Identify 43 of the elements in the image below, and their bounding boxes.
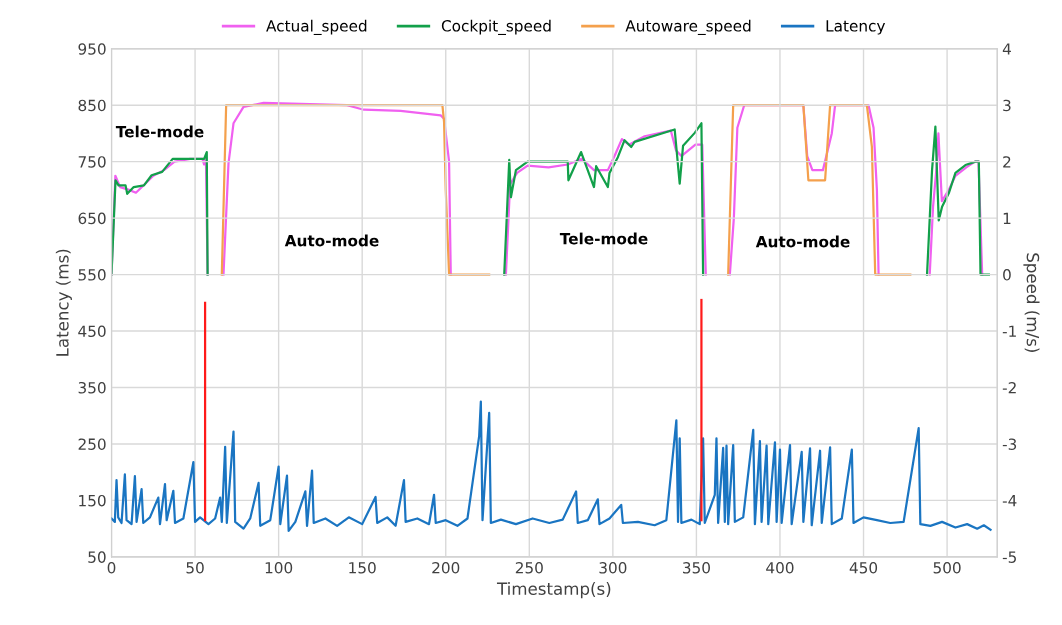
x-tick-label: 50: [186, 562, 204, 574]
y2-tick-label: -5: [1002, 551, 1016, 563]
y2-tick-label: -3: [1002, 438, 1017, 450]
x-tick-label: 250: [515, 562, 543, 574]
x-tick-label: 500: [933, 562, 961, 574]
y2-tick-label: 2: [1003, 156, 1011, 168]
legend-label: Cockpit_speed: [441, 19, 551, 35]
x-tick-label: 350: [683, 562, 710, 574]
y2-tick-label: 1: [1003, 212, 1011, 224]
x-tick-label: 150: [349, 562, 376, 574]
y2-tick-label: 0: [1003, 269, 1011, 281]
y2-tick-label: -4: [1002, 495, 1017, 507]
y2-tick-label: 3: [1003, 99, 1011, 112]
x-tick-label: 200: [432, 562, 460, 574]
line-series: [111, 400, 992, 533]
annotation: Auto-mode: [755, 235, 850, 248]
y-tick-label: 150: [79, 494, 106, 507]
x-tick-label: 400: [766, 562, 794, 574]
x-tick-label: 300: [599, 562, 627, 574]
y-axis-title: Latency (ms): [55, 249, 72, 356]
y-tick-label: 550: [78, 269, 106, 281]
annotation: Tele-mode: [559, 232, 648, 245]
y-tick-label: 50: [88, 551, 106, 563]
y-tick-label: 350: [78, 381, 106, 394]
y-tick-label: 850: [78, 99, 106, 112]
legend-label: Actual_speed: [266, 19, 367, 35]
x-tick-label: 100: [265, 562, 293, 574]
y2-tick-label: 4: [1002, 43, 1011, 55]
legend-label: Autoware_speed: [625, 19, 751, 35]
annotation: Auto-mode: [284, 234, 379, 247]
legend-label: Latency: [826, 20, 886, 35]
y2-axis-title: Speed (m/s): [1023, 253, 1040, 352]
y-tick-label: 750: [78, 156, 106, 168]
y2-tick-label: -1: [1002, 325, 1016, 337]
y-tick-label: 250: [78, 438, 106, 450]
x-axis-title: Timestamp(s): [496, 582, 611, 599]
y2-tick-label: -2: [1002, 381, 1016, 394]
annotation: Tele-mode: [115, 125, 204, 138]
x-tick-label: 450: [849, 562, 878, 574]
x-tick-label: 0: [107, 562, 116, 574]
y-tick-label: 450: [78, 325, 106, 338]
y-tick-label: 950: [78, 43, 106, 55]
y-tick-label: 650: [78, 212, 106, 225]
